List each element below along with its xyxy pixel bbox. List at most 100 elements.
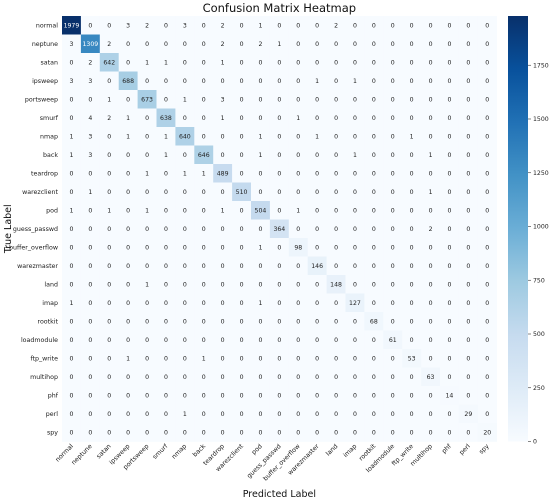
- cell-value-label: 0: [447, 133, 451, 140]
- y-tick-label: neptune: [32, 41, 58, 48]
- cell-value-label: 0: [240, 22, 244, 29]
- heatmap-cell: [62, 293, 82, 313]
- cell-value-label: 0: [145, 244, 149, 251]
- cell-value-label: 0: [126, 244, 130, 251]
- heatmap-cell: [345, 145, 365, 165]
- heatmap-cell: [383, 108, 403, 128]
- cell-value-label: 0: [334, 78, 338, 85]
- heatmap-cell: [99, 53, 119, 72]
- cell-value-label: 20: [483, 429, 491, 436]
- heatmap-cell: [137, 367, 157, 387]
- cell-value-label: 0: [315, 41, 319, 48]
- cell-value-label: 0: [372, 374, 376, 381]
- heatmap-cell: [251, 34, 271, 54]
- cell-value-label: 0: [315, 170, 319, 177]
- cell-value-label: 0: [429, 355, 433, 362]
- cell-value-label: 0: [410, 78, 414, 85]
- cell-value-label: 0: [334, 318, 338, 325]
- cell-value-label: 688: [122, 78, 134, 85]
- cell-value-label: 0: [485, 170, 489, 177]
- cell-value-label: 0: [466, 133, 470, 140]
- cell-value-label: 0: [88, 22, 92, 29]
- heatmap-cell: [80, 404, 101, 424]
- heatmap-cell: [345, 127, 365, 146]
- cell-value-label: 3: [88, 133, 92, 140]
- cell-value-label: 0: [107, 374, 111, 381]
- colorbar-tick-label: 1250: [533, 170, 549, 177]
- cell-value-label: 0: [315, 374, 319, 381]
- heatmap-cell: [326, 127, 346, 146]
- cell-value-label: 0: [353, 281, 357, 288]
- heatmap-cell: [402, 367, 422, 387]
- cell-value-label: 0: [447, 22, 451, 29]
- heatmap-cell: [232, 182, 252, 202]
- cell-value-label: 0: [221, 337, 225, 344]
- y-tick-label: land: [44, 281, 58, 288]
- cell-value-label: 0: [315, 189, 319, 196]
- heatmap-cell: [364, 53, 384, 72]
- cell-value-label: 0: [391, 189, 395, 196]
- heatmap-cell: [175, 164, 195, 183]
- heatmap-cell: [402, 71, 422, 91]
- heatmap-cell: [458, 127, 479, 146]
- cell-value-label: 0: [485, 133, 489, 140]
- cell-value-label: 148: [330, 281, 342, 288]
- heatmap-cell: [440, 275, 460, 294]
- heatmap-cell: [175, 53, 195, 72]
- cell-value-label: 4: [88, 115, 92, 122]
- heatmap-cell: [194, 386, 214, 405]
- heatmap-cell: [137, 423, 157, 442]
- cell-value-label: 0: [466, 22, 470, 29]
- heatmap-cell: [156, 164, 176, 183]
- heatmap-cell: [62, 53, 82, 72]
- heatmap-cell: [402, 90, 422, 109]
- cell-value-label: 0: [429, 392, 433, 399]
- cell-value-label: 0: [372, 337, 376, 344]
- cell-value-label: 0: [391, 281, 395, 288]
- heatmap-cell: [251, 312, 271, 331]
- heatmap-cell: [288, 404, 308, 424]
- heatmap-cell: [364, 34, 384, 54]
- heatmap-cell: [251, 90, 271, 109]
- heatmap-cell: [288, 238, 308, 257]
- cell-value-label: 0: [277, 170, 281, 177]
- cell-value-label: 0: [334, 300, 338, 307]
- heatmap-cell: [364, 71, 384, 91]
- cell-value-label: 0: [391, 374, 395, 381]
- cell-value-label: 0: [372, 281, 376, 288]
- heatmap-cell: [477, 90, 497, 109]
- cell-value-label: 0: [277, 189, 281, 196]
- cell-value-label: 2: [221, 22, 225, 29]
- cell-value-label: 0: [485, 96, 489, 103]
- heatmap-cell: [364, 330, 384, 350]
- cell-value-label: 0: [391, 59, 395, 66]
- cell-value-label: 0: [429, 263, 433, 270]
- cell-value-label: 1979: [64, 22, 80, 29]
- cell-value-label: 0: [485, 41, 489, 48]
- heatmap-cell: [477, 386, 497, 405]
- heatmap-cell: [80, 145, 101, 165]
- cell-value-label: 0: [372, 152, 376, 159]
- heatmap-cell: [477, 238, 497, 257]
- cell-value-label: 640: [179, 133, 191, 140]
- heatmap-cell: [118, 238, 138, 257]
- cell-value-label: 0: [410, 226, 414, 233]
- cell-value-label: 0: [429, 133, 433, 140]
- cell-value-label: 0: [240, 411, 244, 418]
- heatmap-cell: [458, 367, 479, 387]
- heatmap-cell: [175, 330, 195, 350]
- heatmap-cell: [232, 16, 252, 35]
- heatmap-cell: [440, 90, 460, 109]
- heatmap-cell: [232, 164, 252, 183]
- heatmap-cell: [288, 275, 308, 294]
- cell-value-label: 0: [410, 263, 414, 270]
- heatmap-cell: [62, 312, 82, 331]
- cell-value-label: 0: [315, 318, 319, 325]
- cell-value-label: 0: [485, 300, 489, 307]
- cell-value-label: 1: [258, 133, 262, 140]
- colorbar-tick-label: 750: [533, 277, 545, 284]
- cell-value-label: 0: [240, 263, 244, 270]
- cell-value-label: 0: [183, 78, 187, 85]
- heatmap-cell: [421, 349, 441, 368]
- heatmap-cell: [364, 386, 384, 405]
